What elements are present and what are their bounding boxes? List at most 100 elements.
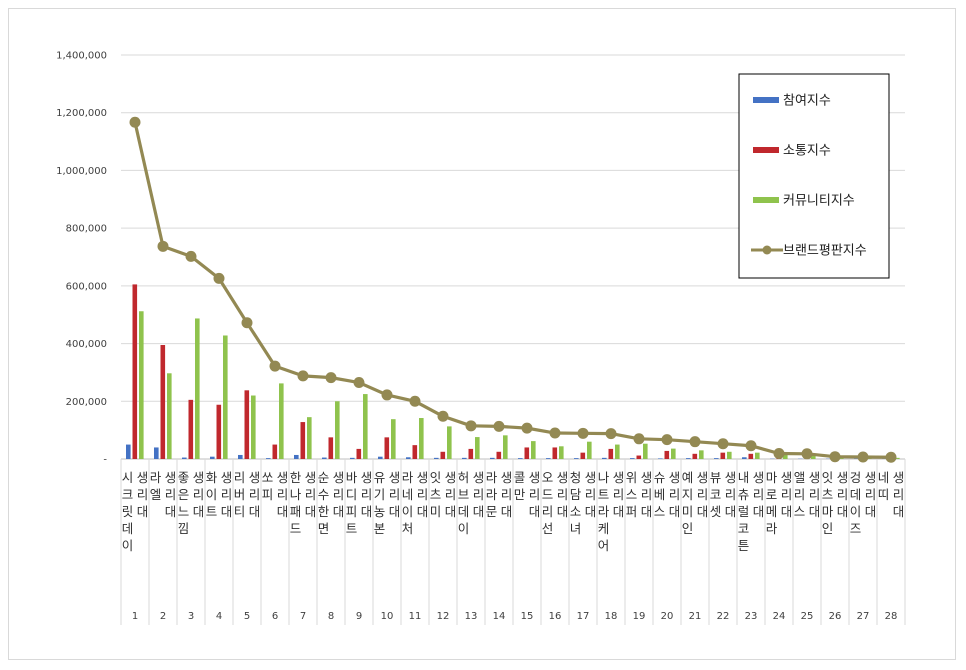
bar-참여지수	[630, 458, 635, 459]
bar-참여지수	[350, 457, 355, 459]
bar-소통지수	[272, 444, 278, 459]
bar-커뮤니티지수	[503, 435, 508, 459]
point-브랜드평판지수	[325, 372, 337, 384]
point-브랜드평판지수	[605, 428, 617, 440]
point-브랜드평판지수	[857, 451, 869, 463]
bar-커뮤니티지수	[391, 419, 396, 459]
point-브랜드평판지수	[465, 420, 477, 432]
bar-소통지수	[468, 448, 474, 459]
legend-box	[738, 73, 890, 279]
bar-커뮤니티지수	[307, 417, 312, 459]
y-tick-label: 600,000	[66, 281, 107, 292]
category-label: 좋 은 느 낌생 리 대	[178, 470, 205, 536]
category-label: 잇 츠 마 인생 리 대	[822, 470, 849, 536]
bar-소통지수	[720, 452, 726, 459]
bar-참여지수	[210, 456, 215, 459]
point-브랜드평판지수	[241, 317, 253, 329]
bar-커뮤니티지수	[615, 444, 620, 459]
bar-참여지수	[266, 458, 271, 459]
category-label: 나 트 라 케 어생 리 대	[598, 470, 625, 553]
category-label: 위 스 퍼생 리 대	[626, 470, 653, 519]
bar-참여지수	[154, 447, 159, 459]
bar-커뮤니티지수	[811, 454, 816, 459]
rank-label: 5	[244, 611, 250, 622]
category-label: 리 버 티생 리 대	[234, 470, 261, 519]
point-브랜드평판지수	[633, 433, 645, 445]
rank-label: 12	[437, 611, 450, 622]
bar-커뮤니티지수	[587, 441, 592, 459]
legend-label: 커뮤니티지수	[783, 194, 855, 209]
bar-커뮤니티지수	[755, 452, 760, 459]
bar-소통지수	[188, 399, 194, 459]
bar-소통지수	[132, 284, 138, 459]
rank-label: 16	[549, 611, 562, 622]
bar-소통지수	[580, 452, 586, 459]
category-label: 마 로 메 라생 리 대	[766, 470, 793, 536]
rank-label: 1	[132, 611, 138, 622]
category-label: 시 크 릿 데 이생 리 대	[122, 470, 149, 553]
bar-참여지수	[434, 457, 439, 459]
point-브랜드평판지수	[661, 434, 673, 446]
bar-참여지수	[574, 458, 579, 459]
point-브랜드평판지수	[829, 451, 841, 463]
point-브랜드평판지수	[269, 360, 281, 372]
category-label: 뷰 코 셋생 리 대	[710, 470, 737, 519]
category-label: 쏘 피생 리 대	[262, 470, 289, 519]
bar-소통지수	[692, 453, 698, 459]
rank-label: 22	[717, 611, 730, 622]
bar-커뮤니티지수	[419, 418, 424, 459]
bar-참여지수	[182, 457, 187, 459]
bar-참여지수	[490, 457, 495, 459]
point-브랜드평판지수	[885, 451, 897, 463]
rank-label: 27	[857, 611, 870, 622]
y-tick-label: 400,000	[66, 339, 107, 350]
bar-커뮤니티지수	[559, 446, 564, 459]
bar-커뮤니티지수	[195, 318, 200, 459]
bar-커뮤니티지수	[643, 443, 648, 459]
category-label: 네 띠생 리 대	[878, 470, 905, 519]
bar-참여지수	[238, 454, 243, 459]
bar-커뮤니티지수	[279, 383, 284, 459]
point-브랜드평판지수	[213, 272, 225, 284]
bar-커뮤니티지수	[783, 454, 788, 459]
category-label: 라 엘생 리 대	[150, 470, 177, 519]
bar-소통지수	[216, 404, 222, 459]
category-label: 라 라 문생 리 대	[486, 470, 513, 519]
y-tick-label: 200,000	[66, 397, 107, 408]
rank-label: 11	[409, 611, 422, 622]
bar-커뮤니티지수	[895, 457, 900, 459]
bar-참여지수	[378, 456, 383, 459]
category-label: 순 수 한 면생 리 대	[318, 470, 345, 536]
bar-소통지수	[608, 448, 614, 459]
bar-소통지수	[244, 390, 250, 459]
bar-소통지수	[412, 445, 418, 459]
rank-label: 17	[577, 611, 590, 622]
bar-소통지수	[664, 450, 670, 459]
rank-label: 8	[328, 611, 334, 622]
bar-커뮤니티지수	[671, 448, 676, 459]
point-브랜드평판지수	[157, 240, 169, 252]
bar-소통지수	[384, 437, 390, 459]
bar-소통지수	[748, 453, 754, 459]
point-브랜드평판지수	[437, 410, 449, 422]
line-브랜드평판지수	[133, 121, 892, 459]
bar-참여지수	[462, 457, 467, 459]
category-label: 오 드 리 선생 리 대	[542, 470, 569, 536]
rank-label: 6	[272, 611, 278, 622]
point-브랜드평판지수	[717, 438, 729, 450]
rank-label: 21	[689, 611, 702, 622]
legend-swatch	[753, 147, 779, 153]
category-label: 허 브 데 이생 리 대	[458, 470, 485, 536]
point-브랜드평판지수	[745, 440, 757, 452]
y-tick-label: 800,000	[66, 224, 107, 235]
legend-swatch	[753, 97, 779, 103]
category-label: 앨 리 스생 리 대	[794, 470, 821, 519]
bar-참여지수	[518, 458, 523, 459]
rank-label: 10	[381, 611, 394, 622]
bar-커뮤니티지수	[839, 457, 844, 459]
legend-label: 브랜드평판지수	[783, 244, 867, 259]
bar-소통지수	[496, 451, 502, 459]
category-label: 슈 베 스생 리 대	[654, 470, 681, 519]
point-브랜드평판지수	[773, 448, 785, 460]
